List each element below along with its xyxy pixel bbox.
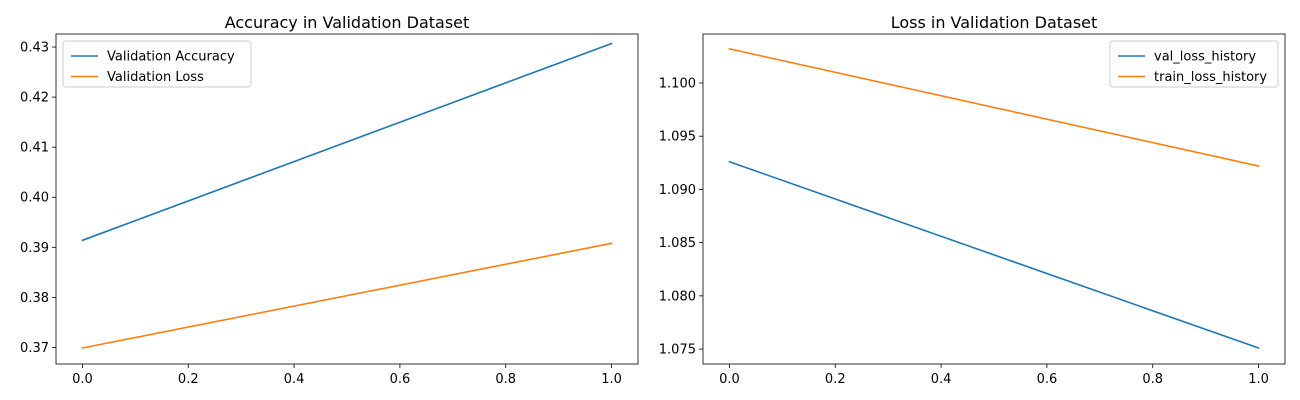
y-tick-label: 1.090 bbox=[659, 183, 696, 198]
x-tick-label: 0.2 bbox=[178, 372, 199, 387]
y-tick-label: 1.085 bbox=[659, 236, 696, 251]
chart-2: Loss in Validation Dataset 0.0 0.2 0.4 0.6 0.… bbox=[659, 13, 1286, 387]
x-tick-label: 0.4 bbox=[931, 372, 952, 387]
x-tick-label: 0.2 bbox=[825, 372, 846, 387]
series-line-2 bbox=[728, 47, 1260, 167]
x-tick-label: 0.8 bbox=[495, 372, 516, 387]
y-tick-label: 1.075 bbox=[659, 343, 696, 358]
chart-title: Loss in Validation Dataset bbox=[891, 13, 1098, 32]
legend-box bbox=[1109, 40, 1279, 88]
x-tick-label: 0.6 bbox=[390, 372, 411, 387]
series-line-2 bbox=[81, 242, 613, 349]
y-tick-label: 0.41 bbox=[20, 141, 49, 156]
x-tick-label: 0.4 bbox=[284, 372, 305, 387]
y-tick-label: 0.40 bbox=[20, 191, 49, 206]
x-tick-label: 0.6 bbox=[1037, 372, 1058, 387]
y-tick-label: 0.38 bbox=[20, 291, 49, 306]
y-tick-label: 0.42 bbox=[20, 91, 49, 106]
y-tick-label: 0.39 bbox=[20, 241, 49, 256]
x-tick-label: 1.0 bbox=[1248, 372, 1269, 387]
y-tick-label: 0.37 bbox=[20, 341, 49, 356]
x-tick-label: 0.0 bbox=[72, 372, 93, 387]
y-tick-label: 0.43 bbox=[20, 41, 49, 56]
legend: Validation Accuracy Validation Loss bbox=[62, 40, 252, 88]
y-tick-label: 1.100 bbox=[659, 76, 696, 91]
chart-title: Accuracy in Validation Dataset bbox=[225, 13, 470, 32]
x-tick-label: 1.0 bbox=[601, 372, 622, 387]
legend-label: Validation Loss bbox=[107, 70, 204, 85]
legend-label: Validation Accuracy bbox=[107, 50, 235, 65]
legend-label: train_loss_history bbox=[1154, 70, 1267, 85]
plot-area bbox=[55, 33, 639, 365]
legend: val_loss_history train_loss_history bbox=[1109, 40, 1279, 88]
series-line-1 bbox=[728, 160, 1260, 350]
x-tick-label: 0.8 bbox=[1142, 372, 1163, 387]
legend-box bbox=[62, 40, 252, 88]
y-tick-label: 1.080 bbox=[659, 289, 696, 304]
legend-label: val_loss_history bbox=[1154, 50, 1256, 65]
series-line-1 bbox=[81, 42, 613, 242]
x-tick-label: 0.0 bbox=[719, 372, 740, 387]
plot-area bbox=[702, 33, 1286, 365]
y-tick-label: 1.095 bbox=[659, 130, 696, 145]
